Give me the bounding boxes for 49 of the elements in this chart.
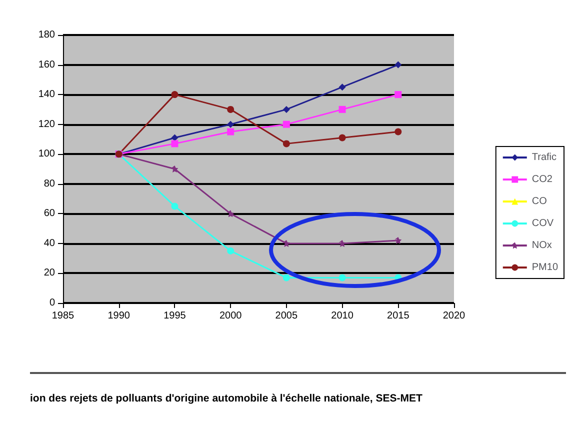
point xyxy=(171,91,178,98)
legend-label: NOx xyxy=(532,240,552,251)
y-tick-label: 180 xyxy=(38,30,56,40)
point xyxy=(338,106,346,113)
point xyxy=(227,120,234,128)
y-tick-label: 40 xyxy=(44,238,56,249)
point xyxy=(171,134,178,142)
legend-label: COV xyxy=(532,218,554,229)
point xyxy=(282,240,290,247)
x-tick-label: 1995 xyxy=(164,310,186,322)
x-tick-label: 1985 xyxy=(52,310,75,322)
text: ion des rejets de polluants d'origine automobile à l'échelle nationale, SES-MET xyxy=(30,392,423,404)
legend-label: CO2 xyxy=(532,174,553,185)
x-tick-label: 2020 xyxy=(442,310,466,322)
x-tick-label: 1990 xyxy=(108,310,130,322)
point xyxy=(394,236,402,244)
point xyxy=(394,128,402,136)
point xyxy=(171,202,178,210)
point xyxy=(227,106,234,113)
point xyxy=(171,166,178,172)
y-tick-label: 100 xyxy=(38,148,56,160)
point xyxy=(338,84,346,91)
point xyxy=(394,91,402,98)
point xyxy=(282,120,290,128)
x-tick-label: 2015 xyxy=(387,310,410,322)
point xyxy=(282,274,290,282)
point xyxy=(338,134,346,142)
y-tick-label: 0 xyxy=(49,298,56,308)
y-tick-label: 80 xyxy=(44,178,56,190)
point xyxy=(171,140,178,148)
point xyxy=(282,106,290,113)
y-tick-label: 120 xyxy=(38,118,56,130)
y-tick-label: 20 xyxy=(44,268,56,279)
x-tick-label: 2000 xyxy=(219,310,242,322)
y-tick-label: 160 xyxy=(38,59,56,70)
x-tick-label: 2010 xyxy=(331,310,354,322)
point xyxy=(338,240,346,247)
x-tick-label: 2005 xyxy=(275,310,298,322)
point xyxy=(282,140,290,148)
point xyxy=(227,128,234,136)
point xyxy=(338,274,346,282)
legend-label: Trafic xyxy=(532,152,557,163)
y-tick-label: 140 xyxy=(38,89,56,100)
point xyxy=(227,210,234,218)
point xyxy=(394,61,402,68)
legend-label: PM10 xyxy=(532,262,558,273)
point xyxy=(227,247,234,254)
y-tick-label: 60 xyxy=(44,208,56,220)
legend-label: CO xyxy=(532,196,548,207)
